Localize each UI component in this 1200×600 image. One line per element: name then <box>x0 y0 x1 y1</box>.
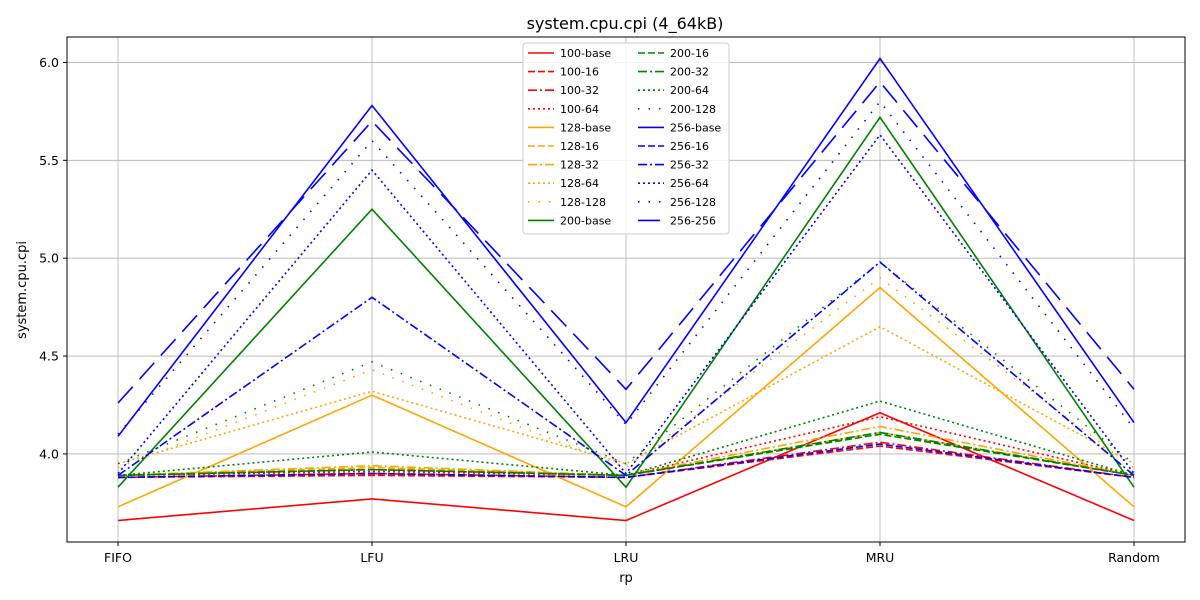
legend-label: 128-32 <box>560 159 599 172</box>
legend-label: 100-32 <box>560 84 599 97</box>
legend-label: 200-32 <box>670 66 709 79</box>
legend-label: 200-64 <box>670 84 709 97</box>
legend-label: 256-256 <box>670 214 716 227</box>
legend-label: 100-base <box>560 47 611 60</box>
y-tick-label: 5.0 <box>39 251 59 266</box>
y-tick-label: 4.5 <box>39 349 59 364</box>
legend-label: 200-128 <box>670 103 716 116</box>
series-line-256-64 <box>117 133 1135 475</box>
legend-label: 100-16 <box>560 66 599 79</box>
series-lines <box>117 57 1135 522</box>
legend-label: 256-16 <box>670 140 709 153</box>
series-line-200-base <box>117 115 1135 489</box>
legend-label: 256-64 <box>670 177 709 190</box>
series-line-128-32 <box>117 425 1135 477</box>
chart-title: system.cpu.cpi (4_64kB) <box>527 14 724 34</box>
legend-label: 200-16 <box>670 47 709 60</box>
series-line-128-64 <box>117 325 1135 465</box>
series-line-100-64 <box>117 415 1135 477</box>
series-line-200-32 <box>117 431 1135 477</box>
legend-label: 256-32 <box>670 159 709 172</box>
y-axis-label: system.cpu.cpi <box>15 241 30 339</box>
legend-label: 128-16 <box>560 140 599 153</box>
x-tick-label: FIFO <box>104 550 132 565</box>
x-axis-label: rp <box>619 571 633 586</box>
x-tick-label: Random <box>1108 550 1160 565</box>
y-tick-label: 6.0 <box>39 55 59 70</box>
x-tick-label: MRU <box>866 550 895 565</box>
legend-label: 128-128 <box>560 196 606 209</box>
axis-ticks: FIFO LFU LRU MRU Random 4.0 4.5 5.0 5.5 6.0 <box>39 55 1160 565</box>
series-line-256-32 <box>117 261 1135 477</box>
legend-label: 256-128 <box>670 196 716 209</box>
series-line-128-128 <box>117 276 1135 469</box>
legend-box <box>522 42 730 235</box>
series-line-256-base <box>117 57 1135 437</box>
series-line-128-base <box>117 286 1135 508</box>
legend-label: 128-64 <box>560 177 599 190</box>
legend: 100-base 100-16 100-32 100-64 128-base 128-16… <box>522 42 730 235</box>
series-line-256-256 <box>117 80 1135 404</box>
x-tick-label: LFU <box>360 550 383 565</box>
series-line-200-128 <box>117 261 1135 465</box>
y-tick-label: 5.5 <box>39 153 59 168</box>
x-tick-label: LRU <box>614 550 639 565</box>
legend-label: 256-base <box>670 121 721 134</box>
legend-label: 100-64 <box>560 103 599 116</box>
series-line-200-16 <box>117 433 1135 477</box>
y-tick-label: 4.0 <box>39 446 59 461</box>
legend-label: 128-base <box>560 121 611 134</box>
legend-label: 200-base <box>560 214 611 227</box>
